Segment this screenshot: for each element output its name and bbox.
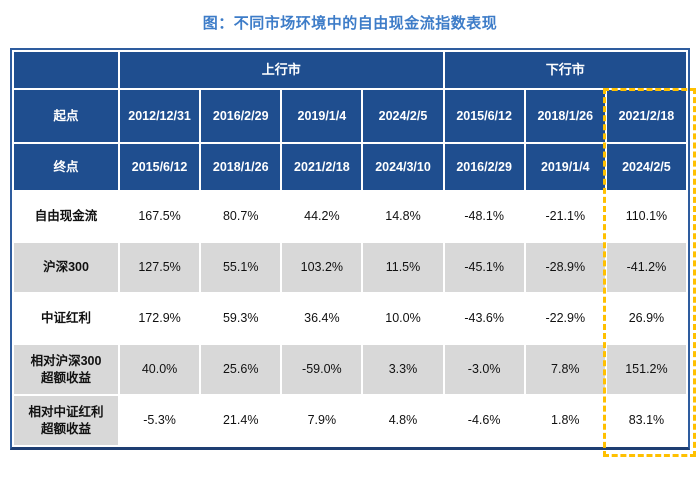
value-cell: 4.8% [388,413,418,428]
value-cell: -48.1% [464,209,504,224]
start-date-cell: 2016/2/29 [201,90,281,142]
row-label: 自由现金流 [14,192,118,241]
start-date-cell: 2019/1/4 [282,90,362,142]
row-label-text: 沪深300 [43,260,89,275]
value-cell: 11.5% [363,243,443,292]
value-cell: 14.8% [385,209,421,224]
value-cell: 103.2% [282,243,362,292]
value-cell: -59.0% [282,345,362,394]
value-cell: 40.0% [120,345,200,394]
group-down-market: 下行市 [444,52,686,88]
start-date-row: 起点 2012/12/31 2016/2/29 2019/1/4 2024/2/… [14,90,686,142]
group-up-market: 上行市 [120,52,443,88]
value-cell: 172.9% [138,311,181,326]
end-date-cell: 2018/1/26 [201,144,281,190]
row-label-text2: 超额收益 [40,370,91,385]
value-cell-highlighted: 110.1% [625,209,668,224]
end-date-cell: 2021/2/18 [282,144,362,190]
value-cell: 25.6% [201,345,281,394]
start-row-label: 起点 [14,90,118,142]
value-cell: 36.4% [304,311,340,326]
value-cell: 1.8% [551,413,580,428]
value-cell: 59.3% [222,311,259,326]
value-cell: -43.6% [464,311,504,326]
value-cell-highlighted: -41.2% [606,243,686,292]
end-date-cell-highlighted: 2024/2/5 [606,144,686,190]
row-label-text: 相对沪深300 [30,354,102,369]
row-label-text2: 超额收益 [40,421,91,436]
end-date-row: 终点 2015/6/12 2018/1/26 2021/2/18 2024/3/… [14,144,686,190]
value-cell: 3.3% [363,345,443,394]
value-cell: -22.9% [545,311,586,326]
table-row-excess-vs-hs300: 相对沪深300 超额收益 40.0% 25.6% -59.0% 3.3% -3.0… [14,345,686,394]
row-label-text: 自由现金流 [34,209,98,224]
start-date-cell: 2012/12/31 [120,90,200,142]
row-label: 沪深300 [14,243,118,292]
value-cell-highlighted: 83.1% [628,413,665,428]
value-cell: 80.7% [222,209,259,224]
table-row-hs300: 沪深300 127.5% 55.1% 103.2% 11.5% -45.1% -… [14,243,686,292]
start-date-cell-highlighted: 2021/2/18 [606,90,686,142]
performance-table: 上行市 下行市 起点 2012/12/31 2016/2/29 2019/1/4… [12,50,688,447]
value-cell: -5.3% [143,413,176,428]
table-wrapper: 上行市 下行市 起点 2012/12/31 2016/2/29 2019/1/4… [10,48,696,457]
market-group-row: 上行市 下行市 [14,52,686,88]
value-cell: -45.1% [444,243,524,292]
value-cell: 21.4% [222,413,259,428]
value-cell: 127.5% [120,243,200,292]
value-cell: 10.0% [385,311,421,326]
value-cell: -21.1% [545,209,586,224]
start-date-cell: 2018/1/26 [525,90,605,142]
start-date-cell: 2015/6/12 [444,90,524,142]
end-row-label: 终点 [14,144,118,190]
value-cell-highlighted: 151.2% [606,345,686,394]
row-label-text: 中证红利 [40,311,91,326]
row-label: 中证红利 [14,294,118,343]
figure-title: 图：不同市场环境中的自由现金流指数表现 [202,15,498,32]
end-date-cell: 2024/3/10 [363,144,443,190]
value-cell-highlighted: 26.9% [628,311,665,326]
row-label: 相对中证红利 超额收益 [14,396,118,445]
value-cell: -28.9% [525,243,605,292]
table-row-excess-vs-dividend: 相对中证红利 超额收益 -5.3% 21.4% 7.9% 4.8% -4.6% 1… [14,396,686,445]
start-date-cell: 2024/2/5 [363,90,443,142]
corner-cell [14,52,118,88]
value-cell: -3.0% [444,345,524,394]
value-cell: -4.6% [467,413,501,428]
end-date-cell: 2016/2/29 [444,144,524,190]
end-date-cell: 2019/1/4 [525,144,605,190]
value-cell: 55.1% [201,243,281,292]
value-cell: 7.9% [307,413,337,428]
value-cell: 44.2% [304,209,340,224]
row-label: 相对沪深300 超额收益 [14,345,118,394]
table-row-fcf: 自由现金流 167.5% 80.7% 44.2% 14.8% -48.1% -2… [14,192,686,241]
row-label-text: 相对中证红利 [28,405,104,420]
value-cell: 167.5% [138,209,181,224]
table-row-dividend: 中证红利 172.9% 59.3% 36.4% 10.0% -43.6% -22… [14,294,686,343]
end-date-cell: 2015/6/12 [120,144,200,190]
value-cell: 7.8% [525,345,605,394]
